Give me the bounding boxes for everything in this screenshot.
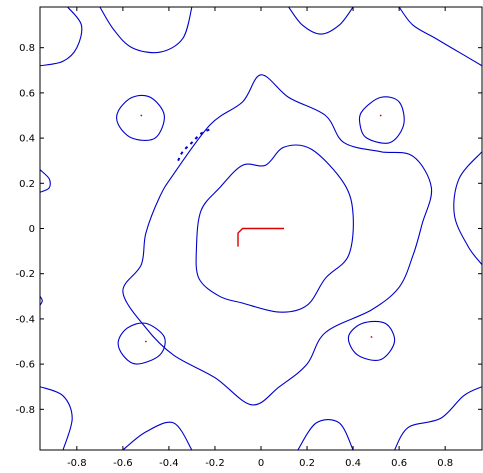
x-tick-label: 0.8 bbox=[437, 458, 453, 469]
y-tick-label: -0.8 bbox=[15, 405, 35, 416]
y-tick-label: -0.2 bbox=[15, 269, 35, 280]
contour-line bbox=[358, 96, 405, 144]
path-layer bbox=[237, 227, 284, 247]
contour-line bbox=[40, 169, 51, 193]
y-tick-label: 0.8 bbox=[19, 43, 35, 54]
y-axis-ticks: -0.8 -0.6 -0.4 -0.2 0 0.2 0.4 0.6 0.8 bbox=[15, 43, 482, 416]
x-tick-label: 0.4 bbox=[345, 458, 361, 469]
contour-fragment bbox=[177, 128, 211, 162]
y-tick-label: -0.6 bbox=[15, 360, 35, 371]
minimum-marker bbox=[144, 340, 147, 343]
y-tick-label: 0.4 bbox=[19, 134, 35, 145]
contour-line bbox=[288, 7, 354, 35]
contour-line bbox=[394, 386, 482, 450]
minimum-marker bbox=[140, 114, 143, 117]
contour-line bbox=[40, 386, 73, 450]
x-axis-ticks: -0.8 -0.6 -0.4 -0.2 0 0.2 0.4 0.6 0.8 bbox=[67, 7, 453, 469]
minimum-marker bbox=[370, 336, 373, 338]
optimization-path bbox=[237, 227, 284, 247]
contour-line bbox=[195, 144, 354, 313]
contour-lines bbox=[40, 7, 482, 450]
x-tick-label: -0.6 bbox=[113, 458, 133, 469]
contour-line bbox=[122, 74, 433, 406]
contour-line bbox=[40, 7, 83, 67]
x-tick-label: 0.6 bbox=[391, 458, 407, 469]
contour-line bbox=[297, 418, 354, 450]
markers bbox=[140, 114, 382, 343]
contour-line bbox=[116, 94, 165, 141]
contour-line bbox=[117, 322, 166, 365]
y-tick-label: 0.6 bbox=[19, 88, 35, 99]
minimum-marker bbox=[379, 114, 382, 117]
y-tick-label: 0.2 bbox=[19, 179, 35, 190]
x-tick-label: -0.8 bbox=[67, 458, 87, 469]
contour-line bbox=[347, 320, 396, 361]
y-tick-label: -0.4 bbox=[15, 314, 35, 325]
contour-line bbox=[453, 151, 482, 266]
contour-line bbox=[40, 296, 43, 306]
y-tick-label: 0 bbox=[29, 224, 35, 235]
x-tick-label: 0.2 bbox=[299, 458, 315, 469]
x-tick-label: 0 bbox=[258, 458, 264, 469]
x-tick-label: -0.2 bbox=[205, 458, 225, 469]
contour-line bbox=[122, 421, 193, 450]
contour-line bbox=[398, 7, 482, 67]
x-tick-label: -0.4 bbox=[159, 458, 179, 469]
contour-line bbox=[99, 7, 193, 54]
